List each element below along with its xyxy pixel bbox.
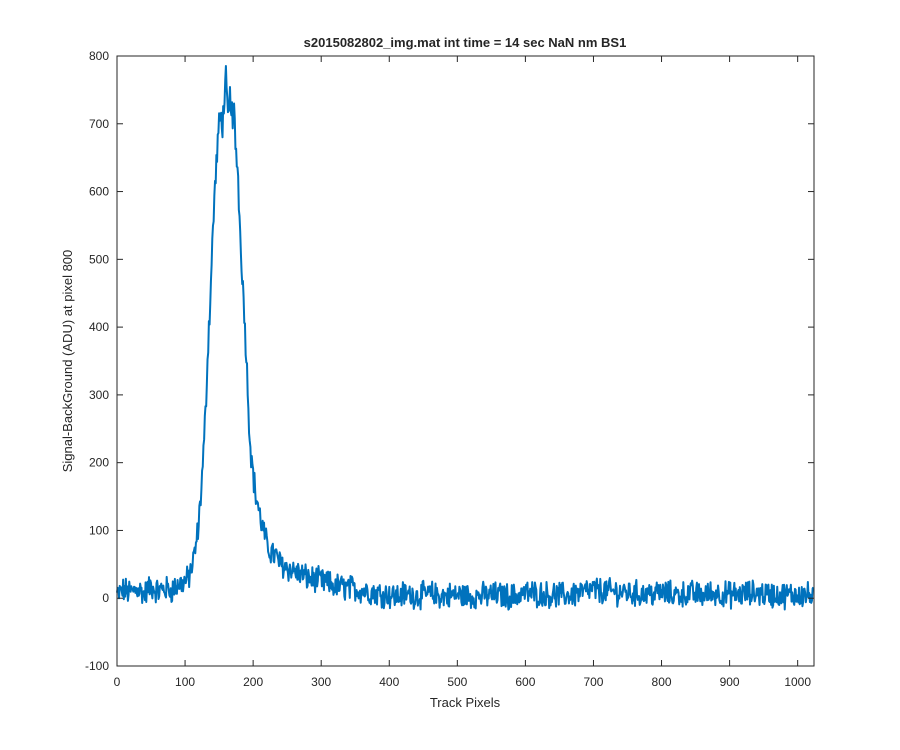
- y-tick-label: 300: [89, 388, 109, 402]
- x-tick-label: 0: [114, 675, 121, 689]
- y-tick-label: 800: [89, 49, 109, 63]
- x-tick-label: 300: [311, 675, 331, 689]
- y-tick-label: 200: [89, 456, 109, 470]
- y-axis-label: Signal-BackGround (ADU) at pixel 800: [60, 250, 75, 473]
- x-tick-label: 200: [243, 675, 263, 689]
- plot-area: [117, 56, 814, 666]
- plot-frame: [116, 55, 815, 667]
- y-tick-label: 100: [89, 523, 109, 537]
- x-tick-label: 700: [583, 675, 603, 689]
- x-tick-label: 1000: [784, 675, 811, 689]
- y-tick-label: 700: [89, 117, 109, 131]
- x-tick-label: 900: [720, 675, 740, 689]
- x-tick-label: 500: [447, 675, 467, 689]
- chart-title: s2015082802_img.mat int time = 14 sec Na…: [304, 35, 627, 50]
- x-axis-label: Track Pixels: [430, 695, 501, 710]
- y-tick-label: 0: [102, 591, 109, 605]
- y-tick-label: 400: [89, 320, 109, 334]
- x-tick-label: 800: [652, 675, 672, 689]
- y-tick-label: 600: [89, 185, 109, 199]
- y-tick-label: -100: [85, 659, 109, 673]
- y-axis-ticks: -100 0 100 200 300 400 500 600 700 800: [85, 49, 814, 673]
- x-tick-label: 100: [175, 675, 195, 689]
- series-line-signal: [116, 64, 815, 611]
- x-axis-ticks: 0 100 200 300 400 500 600 700 800 900 1000: [114, 56, 811, 689]
- series-layer: [116, 64, 815, 611]
- x-tick-label: 600: [515, 675, 535, 689]
- y-tick-label: 500: [89, 252, 109, 266]
- x-tick-label: 400: [379, 675, 399, 689]
